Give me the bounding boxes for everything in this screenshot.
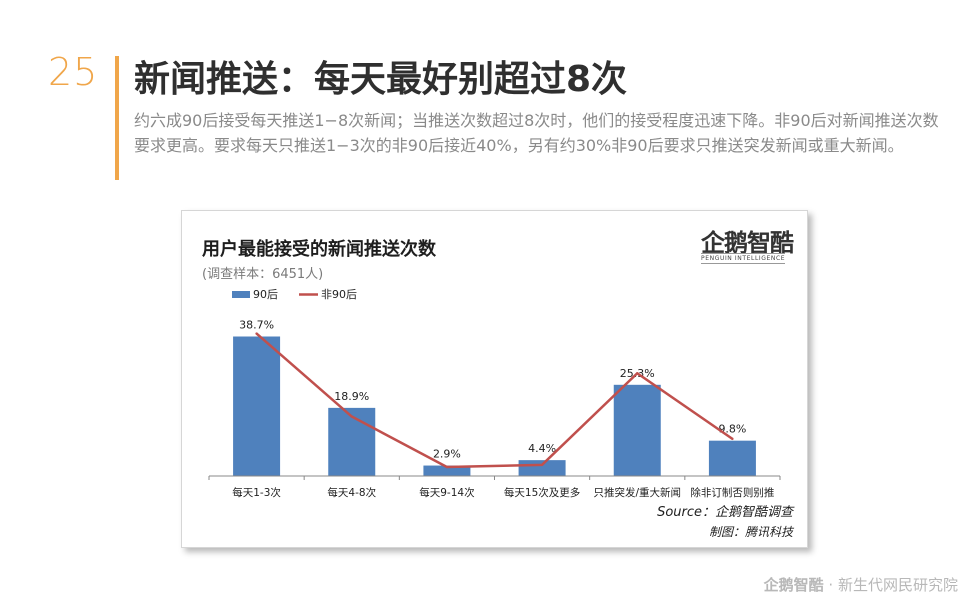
page-title: 新闻推送：每天最好别超过8次 [134,59,628,100]
brand-logo: 企鹅智酷 PENGUIN INTELLIGENCE [697,223,797,265]
chart-title: 用户最能接受的新闻推送次数 [202,239,436,260]
x-tick-label-0: 每天1-3次 [232,486,281,499]
chart-legend: 90后 非90后 [232,288,357,301]
data-label-2: 2.9% [433,448,461,461]
series-line-non90 [255,332,734,469]
bar-5 [708,440,756,476]
data-label-5: 9.8% [718,423,746,436]
footer-logo-text: 企鹅智酷 [763,576,824,594]
line-point-0 [255,332,258,335]
accent-bar [115,56,119,180]
page-description: 约六成90后接受每天推送1−8次新闻；当推送次数超过8次时，他们的接受程度迅速下… [134,111,939,155]
x-tick-label-2: 每天9-14次 [419,486,475,499]
x-tick-label-4: 只推突发/重大新闻 [593,486,681,499]
bar-1 [328,407,376,476]
data-label-3: 4.4% [528,442,556,455]
x-tick-label-3: 每天15次及更多 [504,486,580,499]
data-label-1: 18.9% [334,390,369,403]
legend-swatch-bar [232,291,250,298]
x-tick-label-1: 每天4-8次 [327,486,376,499]
legend-label-line: 非90后 [321,288,357,301]
footer-brand: 企鹅智酷 · 新生代网民研究院 [764,574,958,595]
line-point-1 [350,415,353,418]
chart-credit: 制图：腾讯科技 [708,525,793,539]
page-number: 25 [48,50,99,94]
legend-label-bar: 90后 [253,288,278,301]
data-label-0: 38.7% [239,319,274,332]
footer-org: 新生代网民研究院 [837,576,958,594]
bar-0 [233,336,281,476]
bar-2 [423,465,471,476]
brand-logo-english: PENGUIN INTELLIGENCE [701,253,786,264]
footer-separator: · [828,576,834,594]
x-tick-label-5: 除非订制否则别推 [690,486,774,499]
line-point-4 [636,372,639,375]
chart-subtitle: (调查样本：6451人) [202,267,324,282]
line-point-2 [445,465,449,469]
bar-3 [518,460,566,476]
chart-card: 90后 非90后 38.7% 18.9% 2.9% 4.4% 25.3% 9.8% 每天1-3次… [181,210,808,548]
brand-logo-text: 企鹅智酷 [701,229,794,257]
bar-4 [613,384,661,476]
chart-source: Source：企鹅智酷调查 [657,505,793,520]
line-point-3 [540,463,544,467]
line-point-5 [731,437,734,441]
